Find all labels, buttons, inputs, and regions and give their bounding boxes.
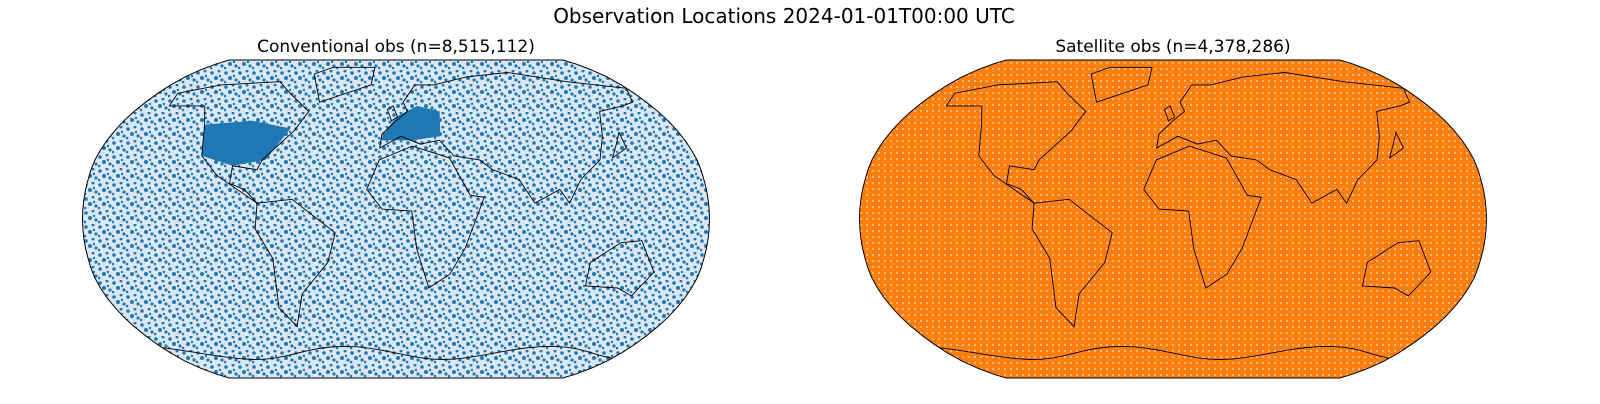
panel-title: Satellite obs (n=4,378,286)	[1055, 37, 1290, 57]
dense-obs-region	[379, 105, 441, 141]
coastline	[1361, 240, 1432, 297]
coastline	[162, 345, 613, 360]
map-border	[81, 59, 711, 379]
coastline	[168, 81, 310, 204]
coastline	[379, 72, 634, 205]
map-panel: Conventional obs (n=8,515,112)	[81, 37, 711, 379]
coastline	[584, 240, 655, 297]
map-area	[859, 60, 1487, 378]
map-border	[858, 59, 1488, 379]
coastline	[939, 345, 1390, 360]
map-panel: Satellite obs (n=4,378,286)	[858, 37, 1488, 379]
coastline	[1388, 131, 1405, 159]
coastline	[945, 81, 1087, 204]
coastline	[611, 131, 628, 159]
figure-title: Observation Locations 2024-01-01T00:00 U…	[553, 4, 1015, 28]
coastline	[1031, 198, 1113, 328]
observation-coverage	[859, 60, 1487, 378]
coastline	[1143, 145, 1262, 289]
coastline	[366, 145, 485, 289]
panel-title: Conventional obs (n=8,515,112)	[257, 37, 535, 57]
coastline	[1090, 66, 1153, 103]
coastline	[254, 198, 336, 328]
coastline	[386, 105, 399, 122]
coastline	[1156, 72, 1411, 205]
map-area	[82, 60, 710, 378]
coastline	[1163, 105, 1176, 122]
coastline	[313, 66, 376, 103]
